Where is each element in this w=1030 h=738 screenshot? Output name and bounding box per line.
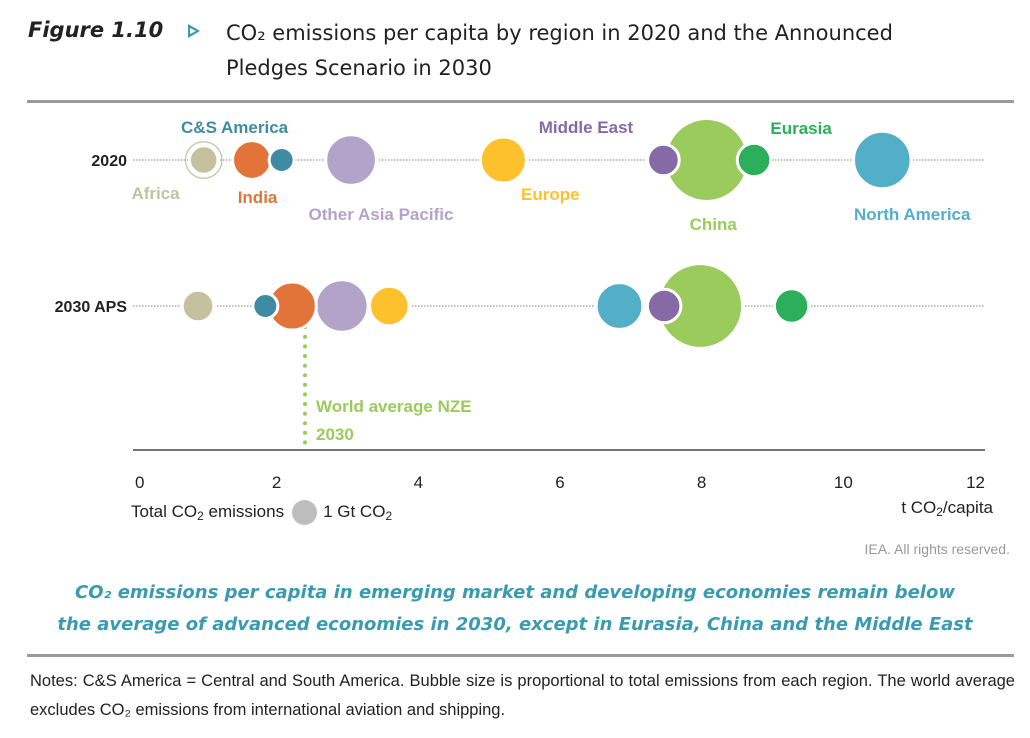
bubble-other-asia-pacific-2030 [314,278,370,334]
label-middle-east: Middle East [539,118,634,137]
legend-bubble-icon [292,500,318,525]
bubble-eurasia-2020 [735,141,773,179]
x-tick-label: 10 [834,473,853,492]
x-tick-label: 6 [555,473,564,492]
label-africa: Africa [131,184,180,203]
x-axis-unit-label: t CO2/capita [901,498,993,519]
x-tick-label: 4 [414,473,423,492]
notes-rule [27,654,1014,657]
label-other-asia-pacific: Other Asia Pacific [309,205,454,224]
legend-reference: 1 Gt CO2 [323,502,393,523]
legend-label: Total CO2 emissions [131,502,285,523]
x-tick-label: 12 [966,473,985,492]
world-average-label-line1: World average NZE [316,397,472,416]
bubble-cands-america-2030 [251,292,280,320]
bubble-africa-2030 [180,288,216,324]
label-india: India [238,188,278,207]
label-eurasia: Eurasia [770,119,832,138]
top-rule [27,100,1014,103]
triangle-arrow-icon [188,24,200,38]
label-europe: Europe [521,185,580,204]
bubble-north-america-2030 [594,281,645,331]
figure-title-line1: CO₂ emissions per capita by region in 20… [226,21,893,45]
takeaway-line1: CO₂ emissions per capita in emerging mar… [75,582,955,603]
label-china: China [690,215,738,234]
figure-notes: Notes: C&S America = Central and South A… [30,672,1015,719]
bubble-cands-america-2020 [267,146,296,174]
takeaway-line2: the average of advanced economies in 203… [57,614,973,635]
bubble-chart: 2020 2030 APS Africa India C&S America Other… [55,117,985,492]
bubble-europe-2020 [478,135,528,185]
figure-title-line2: Pledges Scenario in 2030 [226,56,492,80]
label-cands-america: C&S America [181,118,289,137]
bubble-middle-east-2020 [646,142,681,178]
x-tick-label: 8 [697,473,706,492]
bubble-size-legend: Total CO2 emissions 1 Gt CO2 [131,500,392,525]
row-label: 2030 APS [55,299,128,316]
bubble-africa-2020 [187,144,220,176]
row-label: 2020 [91,153,127,170]
bubble-africa-ring [184,141,223,179]
bubble-europe-2030 [368,284,411,328]
x-tick-label: 2 [272,473,281,492]
bubble-north-america-2020 [852,129,913,191]
x-tick-label: 0 [135,473,144,492]
bubble-other-asia-pacific-2020 [324,133,378,187]
world-average-label-line2: 2030 [316,425,354,444]
bubble-eurasia-2030 [772,287,811,325]
figure-title: CO₂ emissions per capita by region in 20… [226,16,1016,86]
bubble-india-2020 [231,139,273,181]
bubble-middle-east-2030 [645,287,683,325]
label-north-america: North America [854,205,971,224]
copyright-notice: IEA. All rights reserved. [864,541,1010,557]
figure-label: Figure 1.10 [28,18,164,42]
key-takeaway: CO₂ emissions per capita in emerging mar… [20,577,1010,641]
